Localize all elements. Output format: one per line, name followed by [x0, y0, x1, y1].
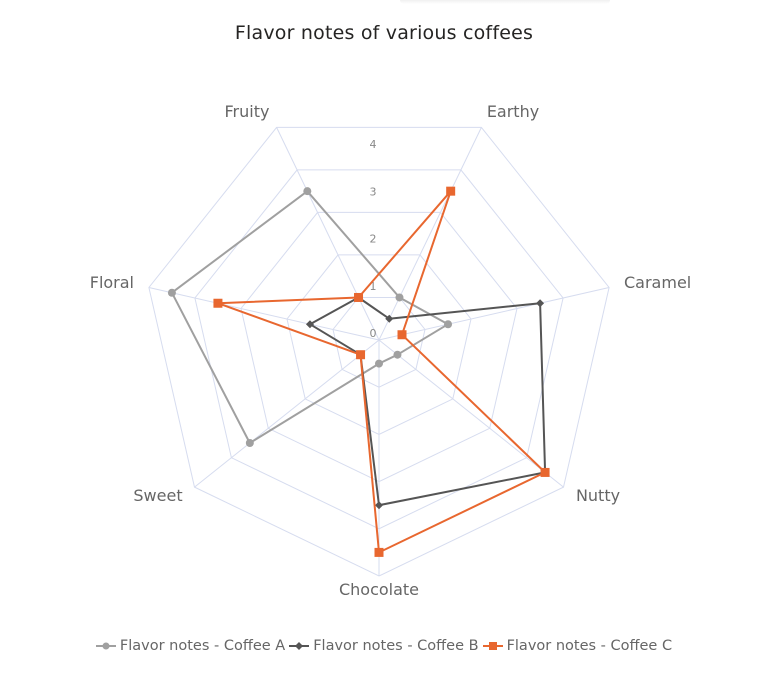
legend-label: Flavor notes - Coffee C	[506, 638, 673, 654]
axis-spoke	[378, 339, 564, 488]
axis-spoke	[276, 127, 380, 341]
data-series	[167, 186, 550, 557]
data-point[interactable]	[213, 298, 223, 308]
data-point[interactable]	[167, 288, 176, 297]
legend-item-coffee-b[interactable]: Flavor notes - Coffee B	[289, 638, 479, 654]
axis-spoke	[148, 287, 380, 341]
grid-ring	[148, 126, 610, 577]
diamond-marker-icon	[289, 642, 310, 650]
tick-label: 1	[370, 280, 377, 293]
data-point[interactable]	[536, 299, 545, 308]
chart-title: Flavor notes of various coffees	[234, 22, 534, 44]
data-point[interactable]	[395, 293, 404, 302]
axis-spoke	[378, 127, 482, 341]
axis-spoke	[194, 339, 380, 488]
data-point[interactable]	[393, 350, 402, 359]
axis-label-floral: Floral	[90, 273, 134, 292]
square-marker-icon	[482, 642, 503, 650]
series-line	[216, 190, 547, 554]
series-coffee-c	[213, 186, 550, 557]
series-coffee-a	[167, 187, 453, 448]
axis-label-chocolate: Chocolate	[339, 580, 419, 599]
axis-labels: Fruity Earthy Caramel Nutty Chocolate Sweet Fl…	[90, 102, 692, 599]
axis-label-caramel: Caramel	[624, 273, 691, 292]
data-point[interactable]	[446, 186, 456, 196]
axis-label-nutty: Nutty	[576, 486, 620, 505]
data-point[interactable]	[354, 292, 364, 302]
legend-item-coffee-a[interactable]: Flavor notes - Coffee A	[95, 638, 286, 654]
grid-ring	[194, 169, 564, 530]
grid-ring	[332, 297, 426, 388]
data-point[interactable]	[540, 467, 550, 477]
data-point[interactable]	[375, 501, 383, 510]
axis-label-fruity: Fruity	[225, 102, 270, 121]
data-point[interactable]	[385, 314, 394, 323]
legend-label: Flavor notes - Coffee B	[313, 638, 479, 654]
radar-grid	[148, 126, 610, 577]
axis-spoke	[378, 287, 610, 341]
grid-ring	[286, 254, 472, 435]
series-line	[309, 296, 547, 507]
data-point[interactable]	[374, 547, 384, 557]
legend-item-coffee-c[interactable]: Flavor notes - Coffee C	[482, 638, 673, 654]
grid-ring	[240, 211, 518, 483]
data-point[interactable]	[245, 439, 254, 448]
data-point[interactable]	[356, 350, 366, 360]
series-line	[170, 190, 449, 444]
tick-label: 0	[370, 327, 377, 340]
tick-label: 3	[370, 185, 377, 198]
data-point[interactable]	[303, 187, 312, 196]
tick-label: 2	[370, 233, 377, 246]
axis-label-sweet: Sweet	[133, 486, 182, 505]
data-point[interactable]	[444, 320, 453, 329]
legend: Flavor notes - Coffee A Flavor notes - C…	[0, 638, 768, 654]
legend-label: Flavor notes - Coffee A	[119, 638, 286, 654]
data-point[interactable]	[375, 359, 383, 368]
axis-label-earthy: Earthy	[487, 102, 539, 121]
tick-label: 4	[370, 138, 377, 151]
radial-tick-labels: 0 1 2 3 4	[370, 138, 377, 340]
circle-marker-icon	[95, 642, 116, 650]
top-shadow	[400, 0, 610, 4]
data-point[interactable]	[397, 330, 407, 340]
data-point[interactable]	[305, 320, 314, 329]
